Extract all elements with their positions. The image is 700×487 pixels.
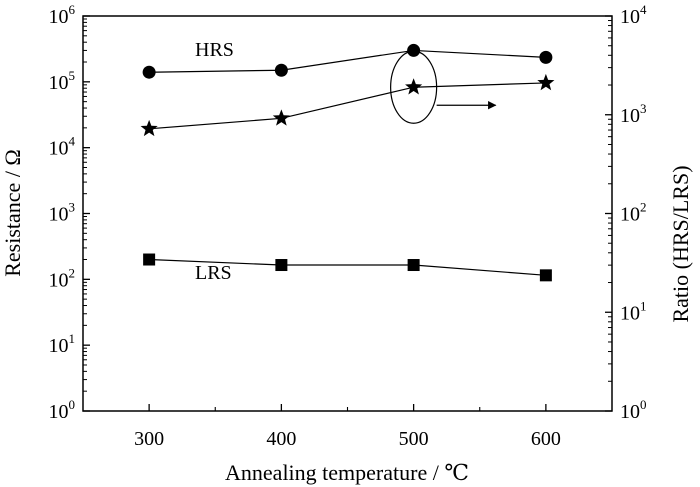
x-tick-label: 500: [399, 428, 429, 450]
data-point-square: [539, 269, 552, 282]
series-line-0: [149, 49, 546, 73]
x-tick-label: 400: [266, 428, 296, 450]
left-y-tick-label: 100: [49, 397, 76, 423]
data-point-circle: [274, 63, 288, 77]
right-y-tick-label: 102: [620, 200, 647, 226]
plot-frame: [82, 15, 613, 412]
data-point-star: [405, 78, 423, 95]
x-axis-title: Annealing temperature / ℃: [225, 460, 469, 485]
data-point-square: [143, 253, 156, 266]
x-tick-label: 600: [531, 428, 561, 450]
left-y-tick-label: 106: [49, 2, 76, 28]
left-y-tick-label: 101: [49, 331, 76, 357]
left-y-axis-title: Resistance / Ω: [0, 149, 25, 277]
data-point-star: [140, 119, 158, 137]
series-layer: [140, 43, 555, 282]
right-y-tick-label: 101: [620, 298, 647, 324]
data-point-circle: [539, 50, 553, 64]
left-y-tick-label: 103: [49, 200, 76, 226]
data-point-star: [272, 109, 290, 126]
data-point-square: [275, 259, 288, 272]
right-y-axis: 100 101 102 103 104: [605, 2, 647, 423]
series-label-hrs: HRS: [195, 39, 234, 61]
annotation-ellipse: [390, 50, 438, 124]
series-line-1: [149, 258, 546, 276]
x-tick-label: 300: [134, 428, 164, 450]
data-point-circle: [407, 43, 421, 57]
right-y-tick-label: 103: [620, 101, 647, 127]
data-point-square: [407, 259, 420, 272]
x-axis: 300 400 500 600: [134, 404, 561, 450]
left-y-axis: 100 101 102 103 104 105 106: [49, 2, 90, 423]
data-point-star: [537, 73, 555, 91]
right-y-tick-label: 104: [620, 2, 647, 28]
right-y-tick-label: 100: [620, 397, 647, 423]
left-y-tick-label: 104: [49, 134, 76, 160]
right-y-axis-title: Ratio (HRS/LRS): [668, 165, 693, 322]
series-line-2: [149, 82, 546, 130]
data-point-circle: [142, 65, 156, 79]
left-y-tick-label: 102: [49, 265, 76, 291]
annotation-layer: [390, 50, 497, 124]
series-label-lrs: LRS: [195, 262, 232, 284]
left-y-tick-label: 105: [49, 68, 76, 94]
